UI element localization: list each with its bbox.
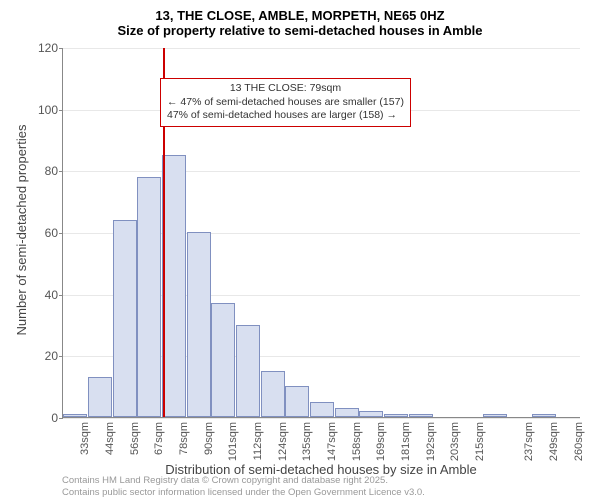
ytick-mark [59,48,63,49]
chart-title-line1: 13, THE CLOSE, AMBLE, MORPETH, NE65 0HZ [0,0,600,23]
histogram-bar [261,371,285,417]
ytick-label: 120 [38,41,58,55]
annotation-line: 47% of semi-detached houses are larger (… [167,109,404,123]
ytick-label: 0 [51,411,58,425]
ytick-mark [59,171,63,172]
xtick-label: 260sqm [573,422,585,461]
ytick-mark [59,356,63,357]
histogram-bar [310,402,334,417]
xtick-label: 78sqm [178,422,190,455]
xtick-label: 44sqm [104,422,116,455]
xtick-label: 249sqm [548,422,560,461]
xtick-label: 237sqm [523,422,535,461]
xtick-label: 101sqm [227,422,239,461]
histogram-bar [162,155,186,417]
histogram-bar [532,414,556,417]
histogram-bar [285,386,309,417]
y-axis-label: Number of semi-detached properties [14,125,29,336]
gridline [63,171,580,172]
histogram-bar [409,414,433,417]
ytick-label: 100 [38,103,58,117]
xtick-label: 135sqm [301,422,313,461]
footer-line1: Contains HM Land Registry data © Crown c… [62,475,425,486]
ytick-label: 60 [45,226,58,240]
ytick-label: 40 [45,288,58,302]
histogram-bar [63,414,87,417]
xtick-label: 33sqm [79,422,91,455]
histogram-bar [236,325,260,418]
histogram-bar [187,232,211,417]
xtick-label: 56sqm [129,422,141,455]
footer-attribution: Contains HM Land Registry data © Crown c… [62,475,425,498]
histogram-bar [384,414,408,417]
histogram-bar [483,414,507,417]
footer-line2: Contains public sector information licen… [62,487,425,498]
ytick-label: 80 [45,164,58,178]
xtick-label: 203sqm [449,422,461,461]
xtick-label: 181sqm [400,422,412,461]
histogram-bar [137,177,161,418]
chart-plot-area: 02040608010012033sqm44sqm56sqm67sqm78sqm… [62,48,580,418]
chart-title-line2: Size of property relative to semi-detach… [0,23,600,44]
ytick-label: 20 [45,349,58,363]
ytick-mark [59,418,63,419]
histogram-bar [88,377,112,417]
annotation-box: 13 THE CLOSE: 79sqm← 47% of semi-detache… [160,78,411,127]
xtick-label: 67sqm [153,422,165,455]
xtick-label: 215sqm [474,422,486,461]
gridline [63,418,580,419]
histogram-bar [335,408,359,417]
ytick-mark [59,233,63,234]
xtick-label: 192sqm [425,422,437,461]
histogram-bar [359,411,383,417]
xtick-label: 90sqm [203,422,215,455]
ytick-mark [59,110,63,111]
xtick-label: 169sqm [375,422,387,461]
xtick-label: 124sqm [277,422,289,461]
xtick-label: 147sqm [326,422,338,461]
annotation-line: 13 THE CLOSE: 79sqm [167,82,404,96]
histogram-bar [211,303,235,417]
annotation-line: ← 47% of semi-detached houses are smalle… [167,96,404,110]
xtick-label: 112sqm [252,422,264,460]
histogram-bar [113,220,137,417]
ytick-mark [59,295,63,296]
gridline [63,48,580,49]
xtick-label: 158sqm [351,422,363,461]
